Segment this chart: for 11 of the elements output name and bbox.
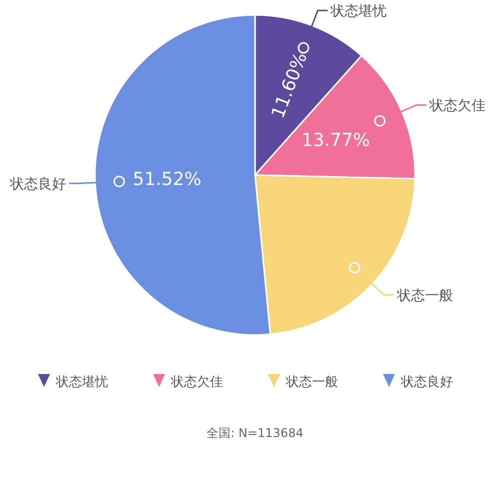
legend-label: 状态堪忧 bbox=[55, 375, 108, 390]
text: 全国: N=113684 bbox=[206, 426, 304, 440]
slice-label: 状态良好 bbox=[9, 176, 66, 192]
legend-label: 状态欠佳 bbox=[170, 375, 223, 390]
slice-label: 状态欠佳 bbox=[428, 98, 486, 114]
slice-label: 状态堪忧 bbox=[330, 4, 387, 20]
slice-label: 状态一般 bbox=[396, 288, 453, 304]
legend-label: 状态一般 bbox=[285, 375, 338, 390]
legend-label: 状态良好 bbox=[400, 375, 453, 390]
data-label: 51.52% bbox=[132, 169, 202, 190]
data-label: 13.77% bbox=[301, 130, 370, 151]
